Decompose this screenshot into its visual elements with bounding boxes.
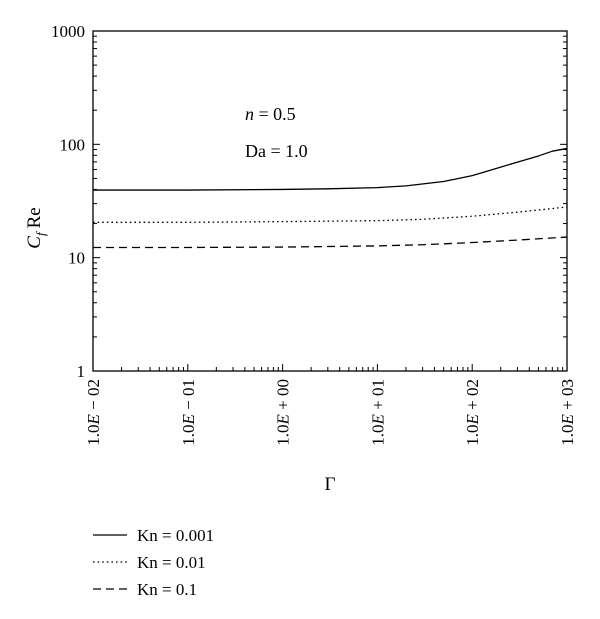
y-tick-labels: 1 10 100 1000	[51, 22, 85, 381]
annotation-n-value: = 0.5	[254, 104, 296, 124]
y-tick-label: 100	[60, 135, 86, 154]
y-tick-label: 1	[77, 362, 86, 381]
plot-area-frame	[92, 30, 568, 372]
x-tick-label: 1.0E + 02	[463, 379, 482, 446]
annotation-n: n = 0.5	[245, 104, 296, 124]
legend-label: Kn = 0.001	[137, 526, 214, 545]
series-line	[93, 236, 568, 249]
y-tick-label: 1000	[51, 22, 85, 41]
x-tick-labels: 1.0E − 02 1.0E − 01 1.0E + 00 1.0E + 01 1.0E…	[84, 379, 577, 446]
axis-ticks	[92, 35, 567, 372]
legend-label: Kn = 0.01	[137, 553, 206, 572]
y-axis-title-main: C	[24, 236, 45, 249]
annotation-da: Da = 1.0	[245, 141, 308, 161]
legend-label: Kn = 0.1	[137, 580, 197, 599]
y-axis-title: Cf Re	[24, 207, 48, 248]
y-axis-title-tail: Re	[24, 207, 45, 228]
x-tick-label: 1.0E + 03	[558, 379, 577, 446]
x-tick-label: 1.0E + 00	[274, 379, 293, 446]
y-tick-label: 10	[68, 249, 85, 268]
annotation-n-symbol: n	[245, 104, 254, 124]
x-tick-label: 1.0E − 01	[179, 379, 198, 446]
legend: Kn = 0.001 Kn = 0.01 Kn = 0.1	[93, 526, 214, 599]
x-tick-label: 1.0E + 01	[368, 379, 387, 446]
x-tick-label: 1.0E − 02	[84, 379, 103, 446]
series-line	[93, 206, 568, 223]
y-axis-title-sub: f	[33, 230, 48, 236]
x-axis-title: Γ	[325, 474, 336, 495]
series-line	[93, 147, 568, 191]
series-lines	[93, 147, 568, 249]
